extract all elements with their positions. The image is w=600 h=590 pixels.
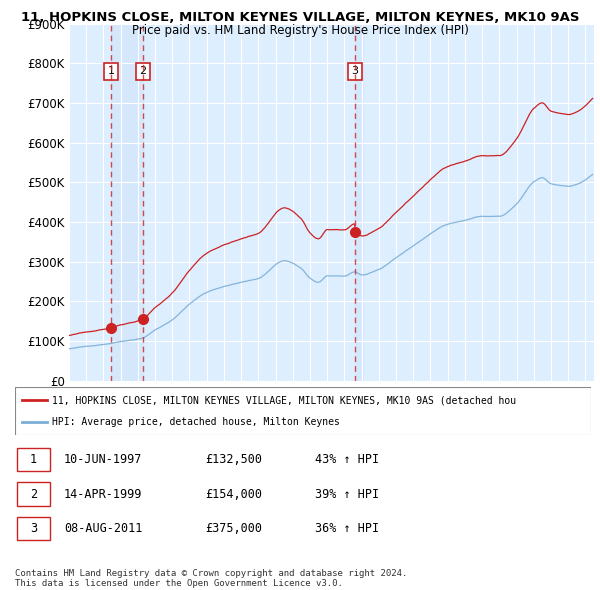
FancyBboxPatch shape (17, 517, 50, 540)
Text: £375,000: £375,000 (205, 522, 262, 535)
Text: £154,000: £154,000 (205, 487, 262, 501)
Text: 14-APR-1999: 14-APR-1999 (64, 487, 142, 501)
Text: 3: 3 (351, 66, 358, 76)
Text: 1: 1 (30, 453, 37, 466)
Text: 1: 1 (107, 66, 115, 76)
Text: Contains HM Land Registry data © Crown copyright and database right 2024.
This d: Contains HM Land Registry data © Crown c… (15, 569, 407, 588)
Text: 36% ↑ HPI: 36% ↑ HPI (314, 522, 379, 535)
Text: £132,500: £132,500 (205, 453, 262, 466)
Text: 2: 2 (30, 487, 37, 501)
Text: 3: 3 (30, 522, 37, 535)
Text: 11, HOPKINS CLOSE, MILTON KEYNES VILLAGE, MILTON KEYNES, MK10 9AS: 11, HOPKINS CLOSE, MILTON KEYNES VILLAGE… (21, 11, 579, 24)
FancyBboxPatch shape (17, 483, 50, 506)
Text: 11, HOPKINS CLOSE, MILTON KEYNES VILLAGE, MILTON KEYNES, MK10 9AS (detached hou: 11, HOPKINS CLOSE, MILTON KEYNES VILLAGE… (52, 395, 517, 405)
FancyBboxPatch shape (17, 448, 50, 471)
Text: 39% ↑ HPI: 39% ↑ HPI (314, 487, 379, 501)
Bar (111, 24, 143, 381)
Text: 08-AUG-2011: 08-AUG-2011 (64, 522, 142, 535)
Text: 43% ↑ HPI: 43% ↑ HPI (314, 453, 379, 466)
Text: Price paid vs. HM Land Registry's House Price Index (HPI): Price paid vs. HM Land Registry's House … (131, 24, 469, 37)
Text: 2: 2 (139, 66, 146, 76)
Bar (355, 24, 364, 381)
Text: HPI: Average price, detached house, Milton Keynes: HPI: Average price, detached house, Milt… (52, 417, 340, 427)
Text: 10-JUN-1997: 10-JUN-1997 (64, 453, 142, 466)
